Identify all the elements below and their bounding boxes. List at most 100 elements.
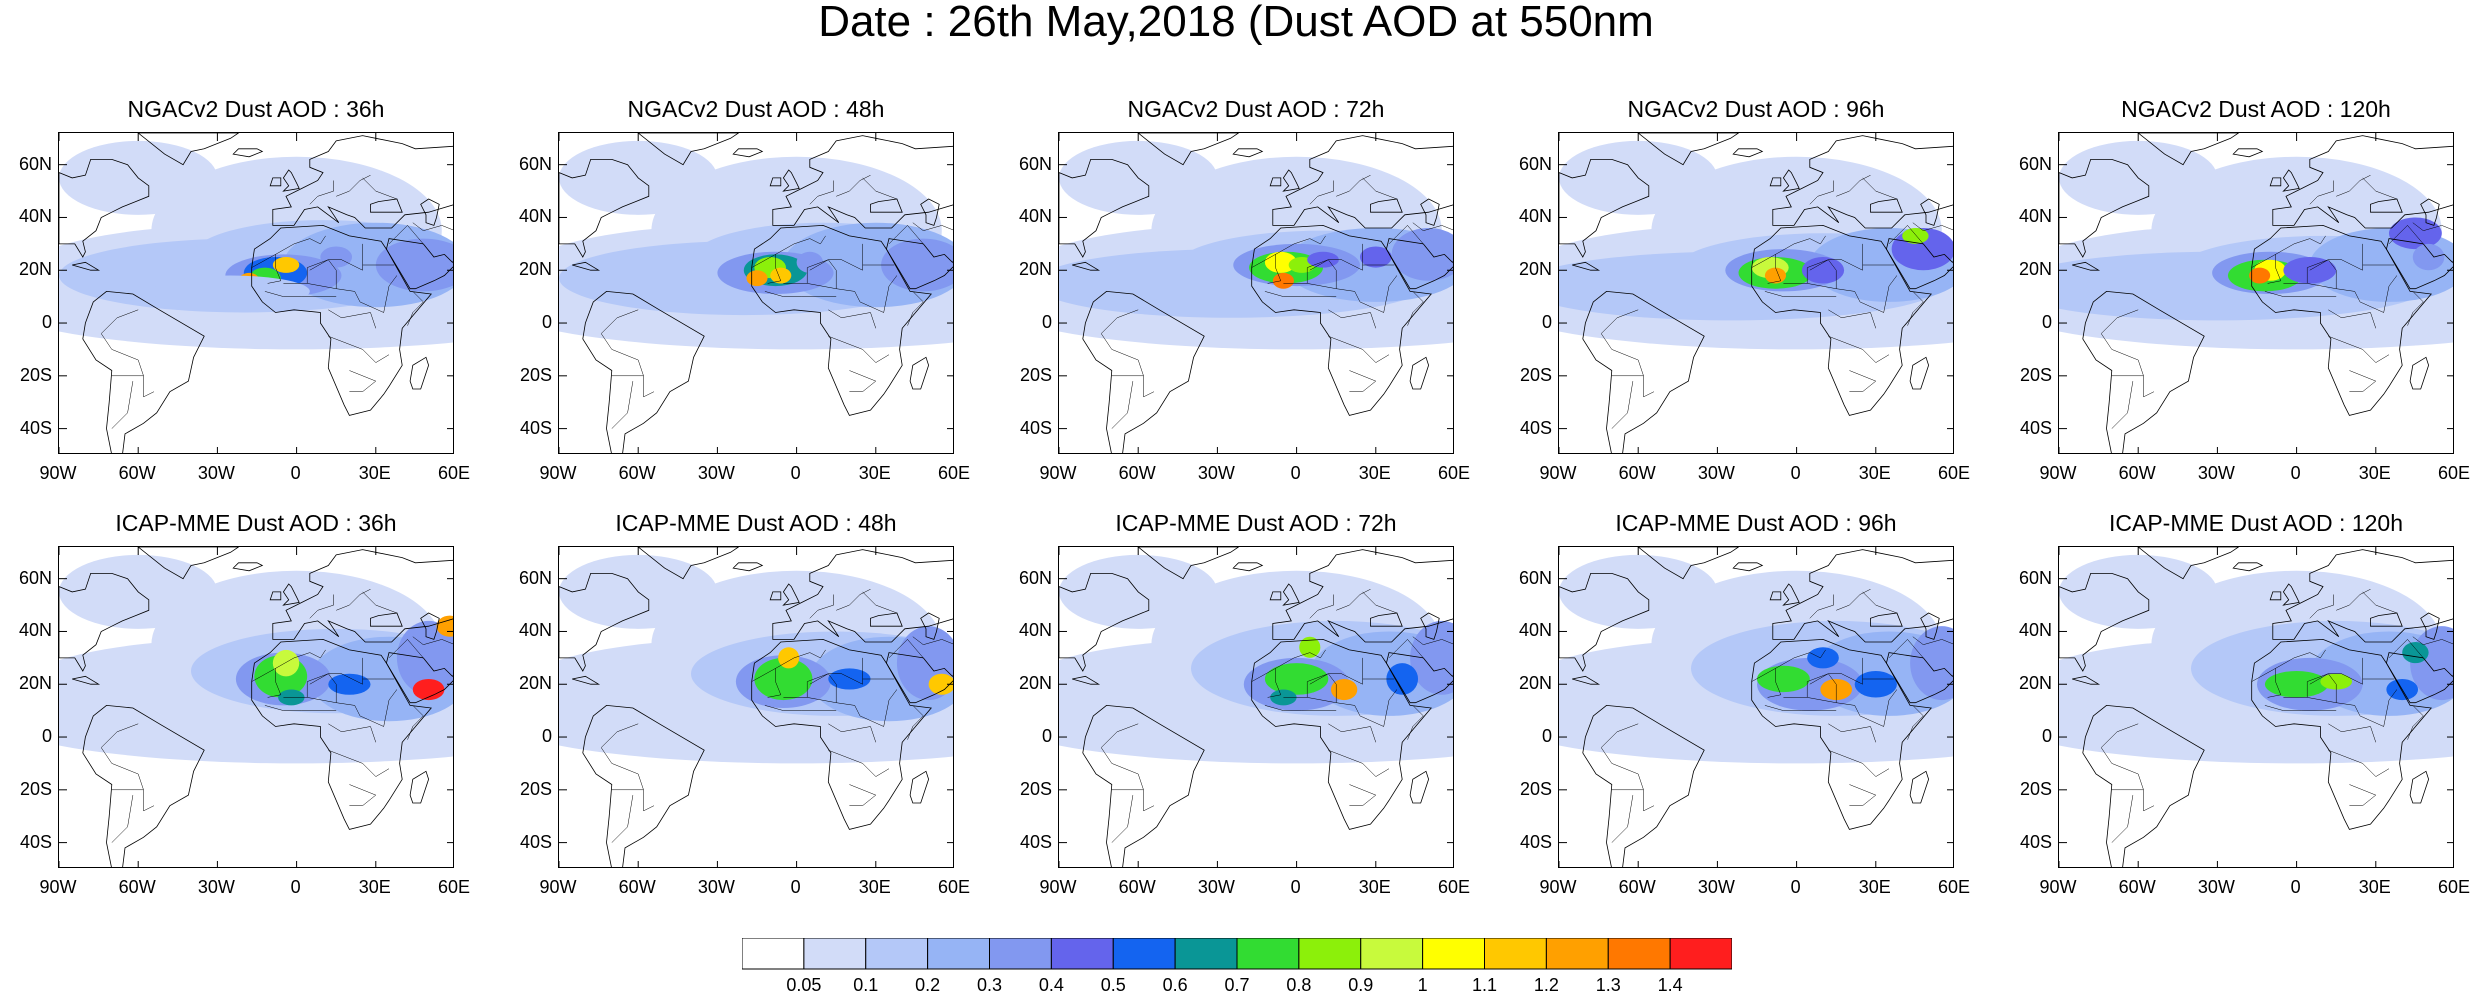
lon-tick-label: 90W bbox=[1539, 877, 1577, 897]
country-border bbox=[2359, 689, 2398, 727]
map-panel bbox=[2058, 132, 2454, 454]
map-canvas bbox=[1059, 133, 1453, 453]
country-border bbox=[2336, 174, 2371, 197]
panel-title: NGACv2 Dust AOD : 120h bbox=[2121, 96, 2391, 122]
country-border bbox=[809, 180, 834, 205]
country-border bbox=[2111, 381, 2134, 429]
country-border bbox=[1783, 673, 1829, 698]
country-border bbox=[828, 335, 890, 363]
coastline-caspian bbox=[920, 198, 940, 226]
country-border bbox=[2307, 283, 2337, 289]
dust-contour bbox=[1272, 272, 1294, 289]
country-border bbox=[412, 636, 453, 645]
coastline-iceland bbox=[732, 562, 764, 572]
coastline-southAmerica bbox=[582, 704, 705, 867]
lon-tick-label: 0 bbox=[290, 877, 301, 897]
lat-tick-label: 40S bbox=[19, 831, 52, 852]
country-border bbox=[1336, 588, 1371, 611]
panel-title: ICAP-MME Dust AOD : 96h bbox=[1615, 510, 1897, 536]
dust-contour bbox=[396, 620, 453, 695]
lat-tick-label: 40S bbox=[519, 831, 552, 852]
lon-tick-label: 90W bbox=[539, 877, 577, 897]
lon-tick-label: 60W bbox=[2118, 877, 2156, 897]
lon-tick-label: 30E bbox=[858, 463, 891, 483]
map-panel bbox=[58, 546, 454, 868]
country-border bbox=[1807, 283, 1837, 289]
country-border bbox=[2328, 749, 2390, 777]
coastline-cuba bbox=[1572, 261, 1601, 271]
country-border bbox=[836, 588, 871, 611]
lat-tick-label: 40N bbox=[2018, 620, 2052, 641]
lat-tick-label: 20S bbox=[2019, 778, 2052, 799]
lon-tick-label: 30W bbox=[697, 877, 735, 897]
lat-tick-label: 40N bbox=[18, 620, 52, 641]
dust-contour bbox=[328, 673, 371, 695]
lon-tick-label: 60E bbox=[437, 877, 471, 897]
coastlines bbox=[559, 547, 953, 867]
country-border bbox=[388, 639, 424, 659]
country-border bbox=[828, 673, 861, 717]
coastline-arabia bbox=[2385, 238, 2453, 290]
lon-tick-label: 30W bbox=[697, 463, 735, 483]
coastline-africa bbox=[251, 224, 432, 416]
country-border bbox=[2328, 335, 2390, 363]
country-border bbox=[2309, 180, 2334, 205]
tick-marks bbox=[1559, 133, 1953, 453]
lat-tick-label: 0 bbox=[541, 726, 552, 747]
dust-field bbox=[59, 554, 453, 764]
country-border bbox=[307, 697, 337, 703]
country-border bbox=[862, 591, 897, 614]
country-border bbox=[1336, 174, 1371, 197]
coastline-greenland bbox=[1637, 547, 1740, 580]
country-border bbox=[1275, 235, 1326, 255]
country-border bbox=[751, 667, 782, 698]
lon-tick-label: 60W bbox=[618, 463, 656, 483]
country-border bbox=[407, 705, 424, 740]
dust-field bbox=[559, 140, 953, 350]
dust-contour bbox=[272, 257, 300, 273]
dust-contour bbox=[1359, 246, 1392, 268]
country-border bbox=[1251, 667, 1282, 698]
country-border bbox=[600, 309, 644, 376]
colorbar-box bbox=[1545, 938, 1609, 970]
lat-tick-label: 40S bbox=[2019, 831, 2052, 852]
country-border bbox=[611, 795, 634, 843]
colorbar-box bbox=[1112, 938, 1176, 970]
panel-title: NGACv2 Dust AOD : 72h bbox=[1127, 96, 1385, 122]
tick-marks bbox=[2059, 547, 2453, 867]
country-border bbox=[1611, 795, 1634, 843]
lat-tick-label: 40S bbox=[1019, 831, 1052, 852]
lon-tick-label: 60E bbox=[1937, 463, 1971, 483]
panel-title: NGACv2 Dust AOD : 48h bbox=[627, 96, 885, 122]
dust-contour bbox=[881, 238, 953, 292]
coastline-iceland bbox=[732, 148, 764, 158]
coastline-europe bbox=[272, 549, 453, 643]
colorbar-level-label: 0.1 bbox=[853, 975, 879, 995]
dust-contour bbox=[1764, 267, 1787, 284]
coastline-northAmerica bbox=[59, 159, 150, 258]
coastline-cuba bbox=[2072, 675, 2101, 685]
country-border bbox=[1111, 381, 1134, 429]
lat-tick-label: 60N bbox=[1518, 567, 1552, 588]
dust-contour bbox=[2249, 267, 2271, 284]
lon-tick-label: 60E bbox=[2437, 877, 2471, 897]
coastline-northAmerica bbox=[1059, 573, 1150, 672]
coastline-cuba bbox=[1572, 675, 1601, 685]
coastline-europe bbox=[2272, 135, 2453, 229]
panel-title: ICAP-MME Dust AOD : 72h bbox=[1115, 510, 1397, 536]
country-border bbox=[111, 789, 155, 812]
map-canvas bbox=[559, 133, 953, 453]
country-border bbox=[809, 243, 863, 271]
coastlines bbox=[59, 133, 453, 453]
country-border bbox=[2111, 789, 2155, 812]
coastline-africa bbox=[751, 638, 932, 830]
lat-tick-label: 40S bbox=[1519, 831, 1552, 852]
country-border bbox=[309, 243, 363, 271]
country-border bbox=[264, 291, 337, 297]
colorbar-box bbox=[1360, 938, 1424, 970]
tick-marks bbox=[559, 547, 953, 867]
country-border bbox=[2275, 235, 2326, 255]
coastline-britain bbox=[1782, 583, 1800, 606]
dust-field bbox=[1559, 140, 1953, 350]
country-border bbox=[1309, 243, 1363, 271]
